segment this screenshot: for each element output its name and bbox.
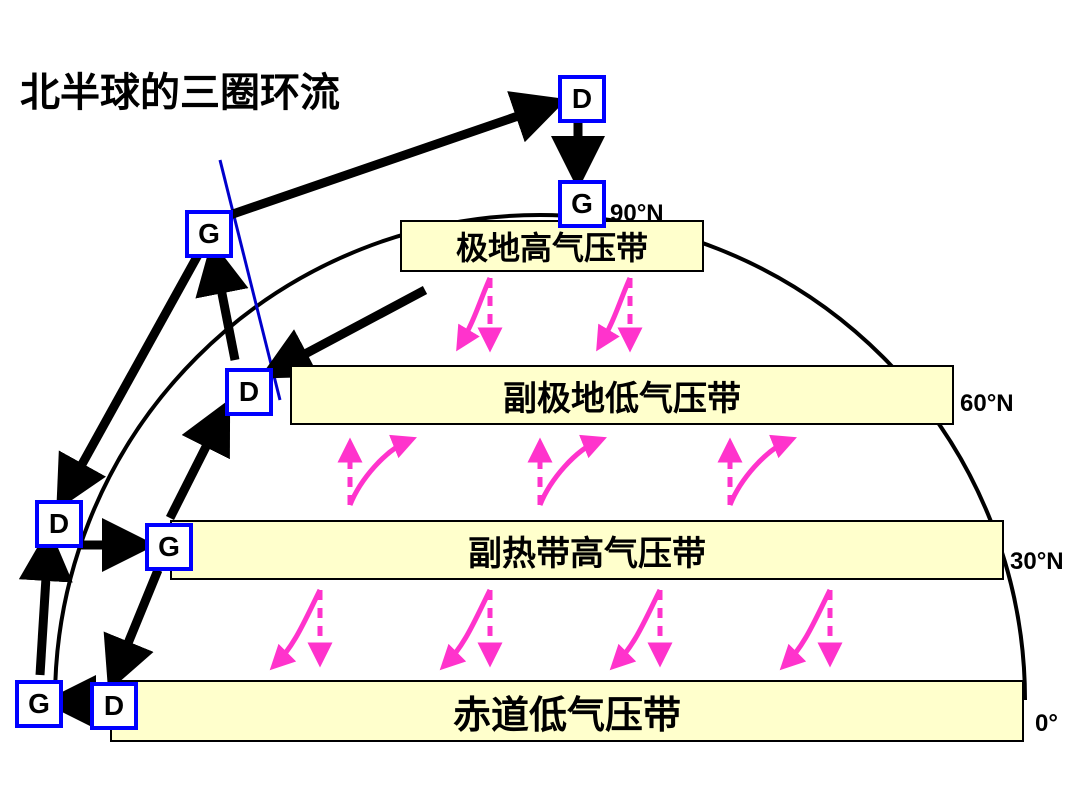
latitude-label: 30°N — [1010, 548, 1064, 576]
circulation-arrow-G30-up — [170, 415, 222, 518]
latitude-label: 90°N — [610, 200, 664, 228]
pressure-marker-G-90: G — [558, 180, 606, 228]
latitude-label: 0° — [1035, 710, 1058, 738]
wind-arrow-60-to-30-up-2 — [730, 440, 790, 505]
pressure-belt-subtropical-high: 副热带高气压带 — [170, 520, 1004, 580]
wind-arrow-30-to-0-down-3 — [785, 590, 830, 665]
wind-arrow-polar-to-60-0 — [460, 278, 490, 345]
latitude-label: 60°N — [960, 390, 1014, 418]
circulation-arrow-pole-to-60 — [275, 290, 425, 370]
wind-arrow-60-to-30-up-1 — [540, 440, 600, 505]
circulation-arrow-G-up-to-D — [40, 545, 48, 675]
pressure-belt-subpolar-low: 副极地低气压带 — [290, 365, 954, 425]
wind-arrow-30-to-0-down-1 — [445, 590, 490, 665]
pressure-marker-D-equator: D — [90, 682, 138, 730]
circulation-arrow-G30-down-to-D0 — [115, 570, 158, 675]
wind-arrow-30-to-0-down-0 — [275, 590, 320, 665]
pressure-belt-equatorial-low: 赤道低气压带 — [110, 680, 1024, 742]
circulation-arrow-top-left-to-D — [230, 105, 550, 215]
wind-arrow-60-to-30-up-0 — [350, 440, 410, 505]
wind-arrow-polar-to-60-1 — [600, 278, 630, 345]
pressure-marker-G-bottom: G — [15, 680, 63, 728]
pressure-marker-D-left: D — [35, 500, 83, 548]
pressure-marker-G-30: G — [145, 523, 193, 571]
pressure-marker-D-top: D — [558, 75, 606, 123]
wind-arrow-30-to-0-down-2 — [615, 590, 660, 665]
circulation-arrow-60-up-to-G — [215, 258, 235, 360]
pressure-marker-G-upper-left: G — [185, 210, 233, 258]
pressure-marker-D-mid-left: D — [225, 368, 273, 416]
diagram-title: 北半球的三圈环流 — [20, 60, 340, 118]
